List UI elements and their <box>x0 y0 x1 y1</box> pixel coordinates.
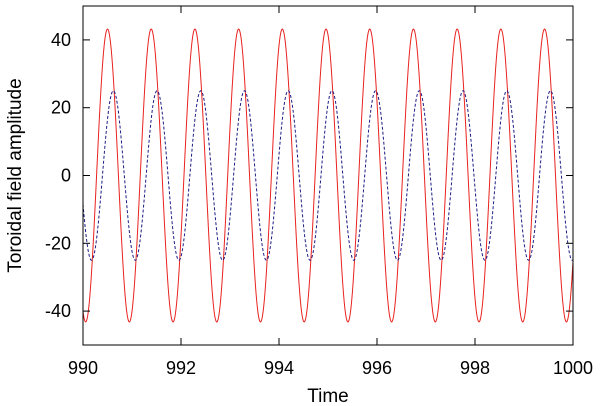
series-dashed-line <box>82 90 574 261</box>
x-tick-label: 996 <box>362 358 392 378</box>
x-tick-label: 990 <box>68 358 98 378</box>
plot-lines <box>82 28 574 323</box>
y-ticks: -40 -20 0 20 40 <box>45 30 573 321</box>
x-axis-label: Time <box>307 386 349 406</box>
y-axis-label: Toroidal field amplitude <box>5 78 26 272</box>
x-ticks: 990 992 994 996 998 1000 <box>68 6 593 378</box>
x-tick-label: 998 <box>460 358 490 378</box>
x-tick-label: 1000 <box>553 358 593 378</box>
x-tick-label: 994 <box>264 358 294 378</box>
x-tick-label: 992 <box>166 358 196 378</box>
y-tick-label: 0 <box>61 166 71 186</box>
y-tick-label: 20 <box>51 98 71 118</box>
y-tick-label: -20 <box>45 233 71 253</box>
y-tick-label: -40 <box>45 301 71 321</box>
series-solid-line <box>82 28 574 323</box>
y-tick-label: 40 <box>51 30 71 50</box>
plot-frame <box>82 5 574 346</box>
